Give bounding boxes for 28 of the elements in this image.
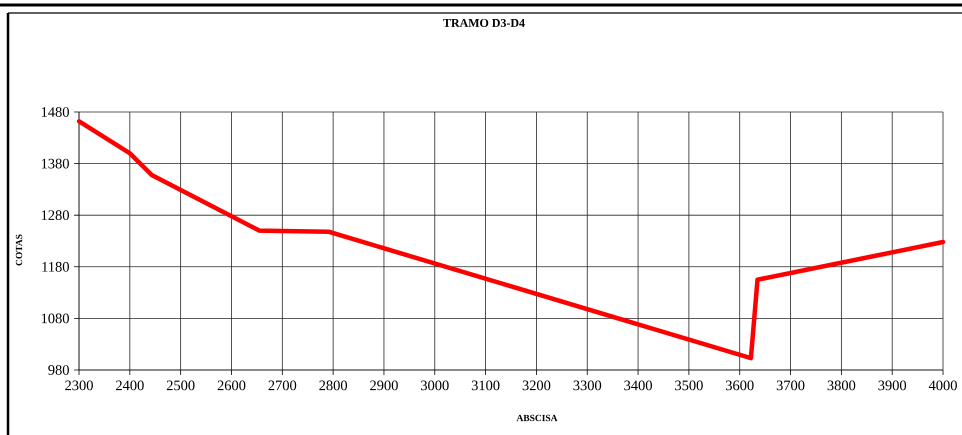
x-axis-title: ABSCISA — [516, 414, 558, 422]
x-tick-label: 2900 — [370, 380, 398, 390]
x-tick-label: 2300 — [65, 380, 93, 390]
y-tick-label: 1280 — [42, 210, 69, 220]
x-tick-label: 2500 — [166, 380, 195, 390]
x-tick-label: 4000 — [928, 380, 957, 390]
x-tick-label: 3600 — [726, 380, 754, 390]
x-tick-label: 3100 — [472, 380, 500, 390]
y-tick-label: 1080 — [42, 314, 69, 324]
x-tick-label: 3000 — [421, 380, 449, 390]
x-tick-label: 3200 — [522, 380, 550, 390]
x-tick-label: 3500 — [675, 380, 703, 390]
y-axis-title: COTAS — [16, 234, 22, 266]
line-series — [76, 119, 946, 360]
chart-title: TRAMO D3-D4 — [443, 18, 525, 27]
x-tick-label: 3300 — [573, 380, 602, 390]
y-tick-label: 1480 — [42, 107, 69, 117]
y-tick-label: 1380 — [42, 158, 69, 168]
x-tick-label: 3700 — [776, 380, 804, 390]
x-tick-label: 3800 — [828, 380, 856, 390]
y-tick-label: 1180 — [42, 262, 69, 272]
x-tick-label: 2600 — [218, 380, 246, 390]
x-tick-label: 3900 — [878, 380, 906, 390]
y-tick-label: 980 — [48, 365, 69, 375]
x-tick-label: 2400 — [116, 380, 144, 390]
x-tick-label: 2800 — [319, 380, 348, 390]
x-tick-label: 3400 — [624, 380, 652, 390]
x-tick-label: 2700 — [268, 380, 296, 390]
